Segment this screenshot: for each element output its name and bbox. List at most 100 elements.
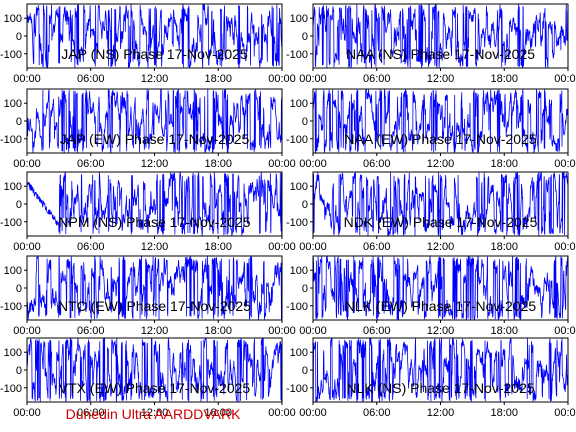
phase-panel: -100 0 100 00:00 06:00 12:00 18:00 00:00 NPM (NS… [0, 171, 296, 253]
phase-panel: -100 0 100 00:00 06:00 12:00 18:00 00:00 VTX (EW… [0, 337, 296, 419]
x-tick-label: 00:00 [268, 158, 296, 170]
y-tick-label: -100 [286, 217, 308, 229]
panel-title: NDK (EW) Phase 17-Nov-2025 [344, 214, 538, 230]
x-tick-label: 18:00 [490, 73, 518, 85]
x-tick-label: 00:00 [13, 241, 41, 253]
y-tick-label: 0 [16, 283, 22, 295]
x-tick-label: 18:00 [490, 241, 518, 253]
credit-label: Dunedin Ultra AARDDVARK [66, 406, 241, 422]
y-tick-label: 100 [4, 347, 22, 359]
y-tick-label: 100 [290, 181, 308, 193]
y-tick-label: 100 [290, 98, 308, 110]
y-tick-label: -100 [286, 301, 308, 313]
x-tick-label: 06:00 [363, 73, 391, 85]
y-tick-label: -100 [0, 301, 22, 313]
x-tick-label: 00:00 [13, 73, 41, 85]
phase-trace [313, 256, 568, 320]
phase-panel: -100 0 100 00:00 06:00 12:00 18:00 00:00 NLK (NS… [286, 337, 576, 419]
y-tick-label: 0 [16, 31, 22, 43]
y-tick-label: -100 [0, 134, 22, 146]
phase-trace [27, 89, 282, 153]
x-tick-label: 18:00 [204, 158, 232, 170]
x-tick-label: 00:00 [299, 158, 327, 170]
panel-title: NTC (EW) Phase 17-Nov-2025 [58, 298, 251, 314]
phase-trace [313, 4, 568, 68]
x-tick-label: 00:00 [268, 325, 296, 337]
x-tick-label: 18:00 [490, 325, 518, 337]
y-tick-label: -100 [0, 217, 22, 229]
panel-title: VTX (EW) Phase 17-Nov-2025 [59, 380, 251, 396]
y-tick-label: 0 [16, 116, 22, 128]
panel-title: NLK (EW) Phase 17-Nov-2025 [345, 298, 537, 314]
y-tick-label: -100 [286, 134, 308, 146]
panel-title: NLK (NS) Phase 17-Nov-2025 [346, 380, 535, 396]
x-tick-label: 12:00 [427, 325, 455, 337]
phase-panel: -100 0 100 00:00 06:00 12:00 18:00 00:00 NLK (EW… [286, 255, 576, 337]
x-tick-label: 06:00 [77, 73, 105, 85]
x-tick-label: 00:00 [554, 158, 576, 170]
phase-trace [27, 172, 282, 236]
y-tick-label: 100 [290, 13, 308, 25]
x-tick-label: 06:00 [363, 158, 391, 170]
y-tick-label: 0 [16, 365, 22, 377]
x-tick-label: 00:00 [268, 73, 296, 85]
x-tick-label: 12:00 [141, 407, 169, 419]
phase-panel: -100 0 100 00:00 06:00 12:00 18:00 00:00 NTC (EW… [0, 255, 296, 337]
x-tick-label: 00:00 [13, 158, 41, 170]
x-tick-label: 12:00 [427, 158, 455, 170]
x-tick-label: 18:00 [490, 158, 518, 170]
x-tick-label: 06:00 [77, 158, 105, 170]
x-tick-label: 12:00 [141, 158, 169, 170]
x-tick-label: 00:00 [554, 73, 576, 85]
y-tick-label: 0 [302, 199, 308, 211]
x-tick-label: 06:00 [363, 325, 391, 337]
x-tick-label: 00:00 [268, 407, 296, 419]
panel-title: NPM (NS) Phase 17-Nov-2025 [58, 214, 250, 230]
phase-trace [27, 338, 282, 402]
y-tick-label: 100 [4, 265, 22, 277]
y-tick-label: 0 [302, 31, 308, 43]
x-tick-label: 00:00 [13, 325, 41, 337]
phase-panel: -100 0 100 00:00 06:00 12:00 18:00 00:00 NAA (EW… [286, 88, 576, 170]
x-tick-label: 00:00 [299, 241, 327, 253]
y-tick-label: 0 [302, 365, 308, 377]
x-tick-label: 00:00 [299, 73, 327, 85]
x-tick-label: 12:00 [141, 241, 169, 253]
phase-trace [313, 89, 568, 153]
x-tick-label: 00:00 [554, 241, 576, 253]
phase-panel: -100 0 100 00:00 06:00 12:00 18:00 00:00 NAA (NS… [286, 3, 576, 85]
x-tick-label: 12:00 [427, 73, 455, 85]
x-tick-label: 00:00 [554, 407, 576, 419]
x-tick-label: 18:00 [204, 407, 232, 419]
x-tick-label: 18:00 [204, 325, 232, 337]
y-tick-label: 0 [302, 116, 308, 128]
x-tick-label: 00:00 [268, 241, 296, 253]
panel-title: NAA (NS) Phase 17-Nov-2025 [346, 46, 535, 62]
phase-trace [313, 338, 568, 402]
panel-title: NAA (EW) Phase 17-Nov-2025 [344, 131, 536, 147]
x-tick-label: 06:00 [77, 325, 105, 337]
phase-panel: -100 0 100 00:00 06:00 12:00 18:00 00:00 JAP (NS… [0, 3, 296, 85]
y-tick-label: -100 [286, 49, 308, 61]
x-tick-label: 00:00 [13, 407, 41, 419]
x-tick-label: 18:00 [204, 73, 232, 85]
panel-title: JAP (EW) Phase 17-Nov-2025 [60, 131, 250, 147]
x-tick-label: 00:00 [299, 325, 327, 337]
y-tick-label: 100 [4, 98, 22, 110]
phase-trace [27, 4, 282, 68]
y-tick-label: 100 [290, 347, 308, 359]
y-tick-label: -100 [0, 49, 22, 61]
x-tick-label: 06:00 [363, 241, 391, 253]
y-tick-label: 100 [4, 181, 22, 193]
y-tick-label: -100 [286, 383, 308, 395]
x-tick-label: 00:00 [299, 407, 327, 419]
x-tick-label: 18:00 [204, 241, 232, 253]
y-tick-label: -100 [0, 383, 22, 395]
phase-panel: -100 0 100 00:00 06:00 12:00 18:00 00:00 JAP (EW… [0, 88, 296, 170]
x-tick-label: 18:00 [490, 407, 518, 419]
x-tick-label: 06:00 [77, 241, 105, 253]
x-tick-label: 12:00 [141, 325, 169, 337]
x-tick-label: 00:00 [554, 325, 576, 337]
x-tick-label: 12:00 [427, 407, 455, 419]
